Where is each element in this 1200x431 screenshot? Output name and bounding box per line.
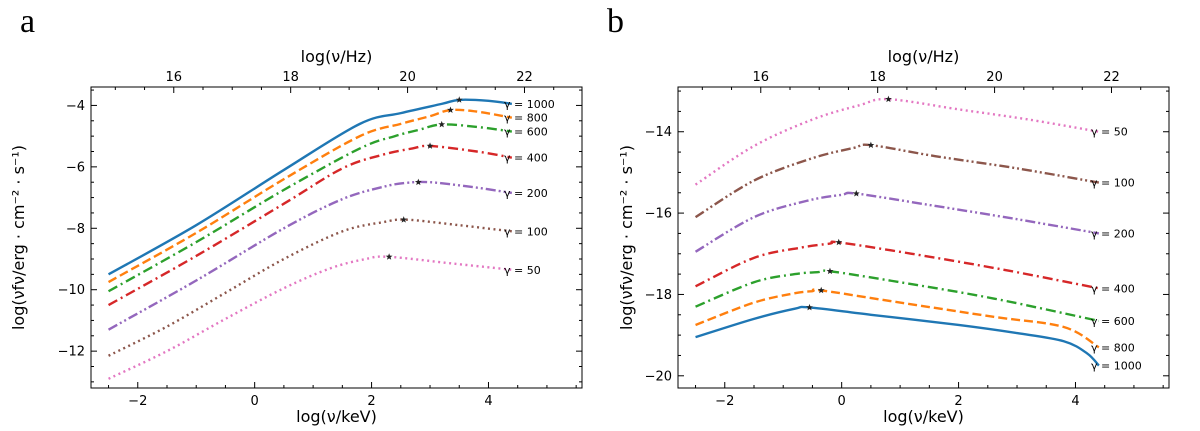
peak-marker: [400, 216, 408, 223]
series-line: [694, 143, 1100, 219]
plot-frame: [677, 86, 1170, 389]
y-tick-label: −14: [645, 125, 672, 140]
series-line: [694, 191, 1100, 253]
y-tick-label: −12: [58, 345, 85, 360]
panel-letter: a: [20, 3, 35, 40]
series-line: [695, 240, 1100, 290]
series-label: γ = 1000: [1091, 360, 1142, 373]
peak-marker: [438, 120, 446, 128]
peak-marker: [426, 142, 434, 149]
x-tick-label: 2: [954, 394, 962, 409]
panel-letter: b: [607, 3, 624, 40]
x-tick-label: 0: [251, 394, 259, 409]
series-line: [107, 180, 513, 331]
peak-marker: [852, 189, 860, 197]
series-label: γ = 50: [1091, 126, 1128, 139]
y-tick-label: −6: [66, 160, 85, 175]
series-line: [107, 144, 513, 307]
y-axis-label: log(νfν/erg · cm⁻² · s⁻¹): [617, 145, 636, 330]
series-label: γ = 200: [1091, 227, 1135, 240]
x-axis-label: log(ν/keV): [296, 407, 377, 426]
peak-marker: [885, 95, 892, 103]
series-line: [108, 218, 512, 357]
series-label: γ = 800: [1091, 341, 1135, 354]
x-tick-label: 0: [838, 394, 846, 409]
y-tick-label: −10: [58, 283, 85, 298]
series-label: γ = 200: [504, 187, 548, 200]
series-line: [695, 269, 1100, 323]
x-tick-label: −2: [128, 394, 147, 409]
top-axis-label: log(ν/Hz): [301, 47, 373, 66]
series-label: γ = 50: [504, 264, 541, 277]
y-axis-label: log(νfν/erg · cm⁻² · s⁻¹): [9, 145, 28, 330]
top-tick-label: 22: [516, 70, 533, 85]
top-tick-label: 16: [752, 70, 769, 85]
peak-marker: [817, 286, 825, 294]
curves: [107, 98, 513, 380]
top-tick-label: 18: [282, 70, 299, 85]
top-tick-label: 20: [399, 70, 416, 85]
y-tick-label: −20: [645, 369, 672, 384]
x-tick-label: 2: [367, 394, 375, 409]
peak-marker: [826, 267, 834, 275]
series-label: γ = 100: [1091, 177, 1135, 190]
series-label: γ = 100: [504, 225, 548, 238]
top-tick-label: 20: [986, 70, 1003, 85]
peak-marker: [414, 178, 422, 186]
x-axis-label: log(ν/keV): [883, 407, 964, 426]
series-line: [107, 108, 513, 284]
series-label: γ = 600: [504, 126, 548, 139]
peak-marker: [447, 106, 454, 113]
series-line: [108, 255, 512, 380]
peak-marker: [835, 238, 843, 246]
top-tick-label: 18: [869, 70, 886, 85]
top-tick-label: 22: [1103, 70, 1120, 85]
x-tick-label: −2: [715, 394, 734, 409]
series-line: [695, 288, 1100, 349]
y-tick-label: −16: [645, 207, 672, 222]
top-tick-label: 16: [165, 70, 182, 85]
series-label: γ = 400: [1091, 282, 1135, 295]
curves: [694, 97, 1100, 367]
series-line: [107, 98, 513, 276]
plot-frame: [90, 86, 583, 389]
series-label: γ = 800: [504, 112, 548, 125]
peak-marker: [455, 96, 463, 103]
top-axis-label: log(ν/Hz): [888, 47, 960, 66]
series-label: γ = 600: [1091, 315, 1135, 328]
series-line: [695, 305, 1100, 367]
y-tick-label: −18: [645, 288, 672, 303]
peak-marker: [867, 141, 875, 149]
series-label: γ = 1000: [504, 98, 555, 111]
series-line: [107, 123, 513, 293]
x-tick-label: 4: [1071, 394, 1079, 409]
series-line: [694, 97, 1100, 186]
panel-a: a −2 0 2 4 16 18 20 22 −12 −10 −8 −6 −4 log(ν/keV) log(…: [9, 3, 583, 426]
panel-b: b−2 0 2 416 18 20 22−20−18−16−14log(ν/keV)log(…: [607, 3, 1170, 426]
y-tick-label: −4: [66, 99, 85, 114]
peak-marker: [806, 303, 813, 311]
y-tick-label: −8: [66, 222, 85, 237]
series-label: γ = 400: [504, 152, 548, 165]
x-tick-label: 4: [484, 394, 492, 409]
peak-marker: [385, 253, 393, 260]
